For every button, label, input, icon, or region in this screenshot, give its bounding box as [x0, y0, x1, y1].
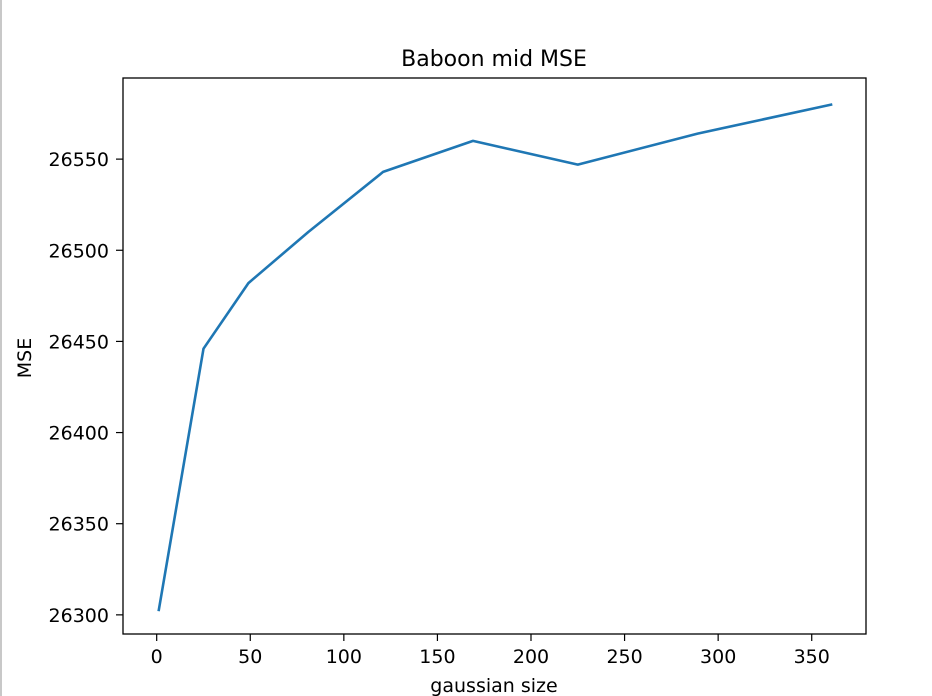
- plot-frame: [122, 77, 867, 635]
- x-axis-title: gaussian size: [430, 675, 557, 696]
- plot-area: [157, 103, 833, 612]
- x-tick-label: 150: [419, 646, 455, 668]
- x-tick-label: 200: [513, 646, 549, 668]
- x-axis: 0 50 100 150 200 250 300 350: [151, 634, 830, 668]
- y-tick-label: 26500: [49, 240, 109, 262]
- x-tick-label: 0: [151, 646, 163, 668]
- x-tick-label: 350: [794, 646, 830, 668]
- y-tick-label: 26550: [49, 149, 109, 171]
- y-axis-title: MSE: [14, 338, 36, 378]
- x-tick-label: 300: [700, 646, 736, 668]
- x-tick-label: 100: [326, 646, 362, 668]
- y-tick-label: 26450: [49, 331, 109, 353]
- y-tick-label: 26300: [49, 605, 109, 627]
- y-axis: 26300 26350 26400 26450 26500 26550: [49, 149, 123, 627]
- x-tick-label: 50: [238, 646, 262, 668]
- y-tick-label: 26400: [49, 423, 109, 445]
- y-tick-label: 26350: [49, 514, 109, 536]
- series-line: [157, 103, 833, 612]
- x-tick-label: 250: [606, 646, 642, 668]
- window-edge: [0, 0, 2, 696]
- chart-title: Baboon mid MSE: [401, 47, 587, 72]
